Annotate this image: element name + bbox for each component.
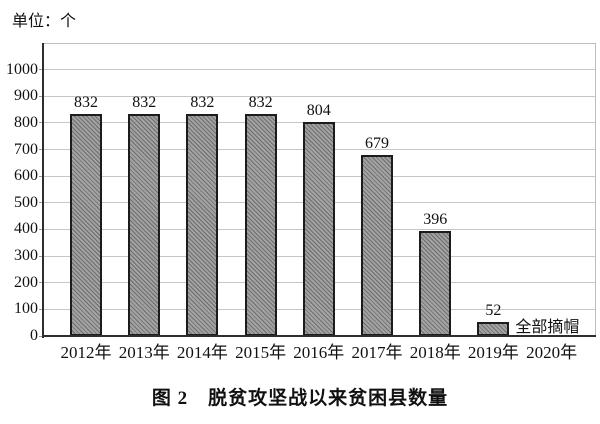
bar: [70, 114, 102, 336]
bar: [361, 155, 393, 336]
y-axis-tick-label: 600: [14, 167, 38, 185]
bar: [128, 114, 161, 336]
y-axis-tick: [39, 282, 43, 284]
y-axis-tick: [39, 202, 43, 204]
y-axis-tick: [39, 149, 43, 151]
y-axis-tick-label: 800: [14, 113, 38, 131]
bar: [302, 121, 335, 336]
gridline: [43, 69, 595, 71]
y-axis-tick: [39, 175, 43, 177]
y-axis-tick: [39, 122, 43, 124]
plot-frame-right: [595, 43, 596, 336]
y-axis-tick: [39, 255, 43, 257]
bar-value-label: 52: [485, 302, 502, 320]
bar-value-label: 832: [248, 94, 273, 112]
y-axis-tick-label: 900: [14, 87, 38, 105]
y-axis-line: [42, 43, 44, 338]
x-axis-tick-label: 2016年: [293, 343, 345, 362]
y-axis-tick-label: 0: [30, 327, 38, 344]
unit-label: 单位：个: [12, 13, 77, 30]
bar-value-label: 396: [423, 210, 448, 228]
y-axis-tick: [39, 69, 43, 71]
x-axis-tick-label: 2019年: [467, 343, 519, 362]
y-axis-tick-label: 100: [14, 300, 38, 318]
y-axis-tick-label: 300: [14, 247, 38, 265]
bar-annotation-label: 全部摘帽: [515, 319, 580, 337]
bar-value-label: 832: [132, 94, 157, 112]
x-axis-tick-label: 2012年: [60, 343, 112, 362]
bar: [477, 322, 510, 336]
x-axis-tick-label: 2018年: [409, 343, 461, 362]
bar-value-label: 679: [365, 135, 389, 153]
y-axis-tick-label: 700: [14, 140, 38, 158]
y-axis-tick: [39, 308, 43, 310]
y-axis-tick-label: 400: [14, 220, 38, 238]
chart-title: 图 2 脱贫攻坚战以来贫困县数量: [151, 388, 449, 409]
bar-value-label: 832: [190, 94, 215, 112]
gridline: [43, 95, 595, 97]
x-axis-tick-label: 2015年: [235, 343, 287, 362]
bar: [419, 230, 452, 336]
y-axis-tick-label: 500: [14, 193, 38, 211]
bar-value-label: 832: [74, 94, 98, 112]
y-axis-tick: [39, 228, 43, 230]
bar-value-label: 804: [306, 101, 331, 119]
y-axis-tick: [39, 95, 43, 97]
x-axis-tick-label: 2017年: [351, 343, 403, 362]
y-axis-tick-label: 200: [14, 273, 38, 291]
x-axis-tick-label: 2013年: [118, 343, 170, 362]
y-axis-tick: [39, 335, 43, 337]
x-axis-tick-label: 2014年: [176, 343, 228, 362]
plot-frame-top: [43, 43, 596, 44]
x-axis-tick-label: 2020年: [526, 343, 578, 362]
x-axis-line: [42, 335, 596, 337]
y-axis-tick-label: 1000: [6, 60, 38, 78]
bar: [186, 114, 219, 336]
bar: [244, 114, 277, 336]
